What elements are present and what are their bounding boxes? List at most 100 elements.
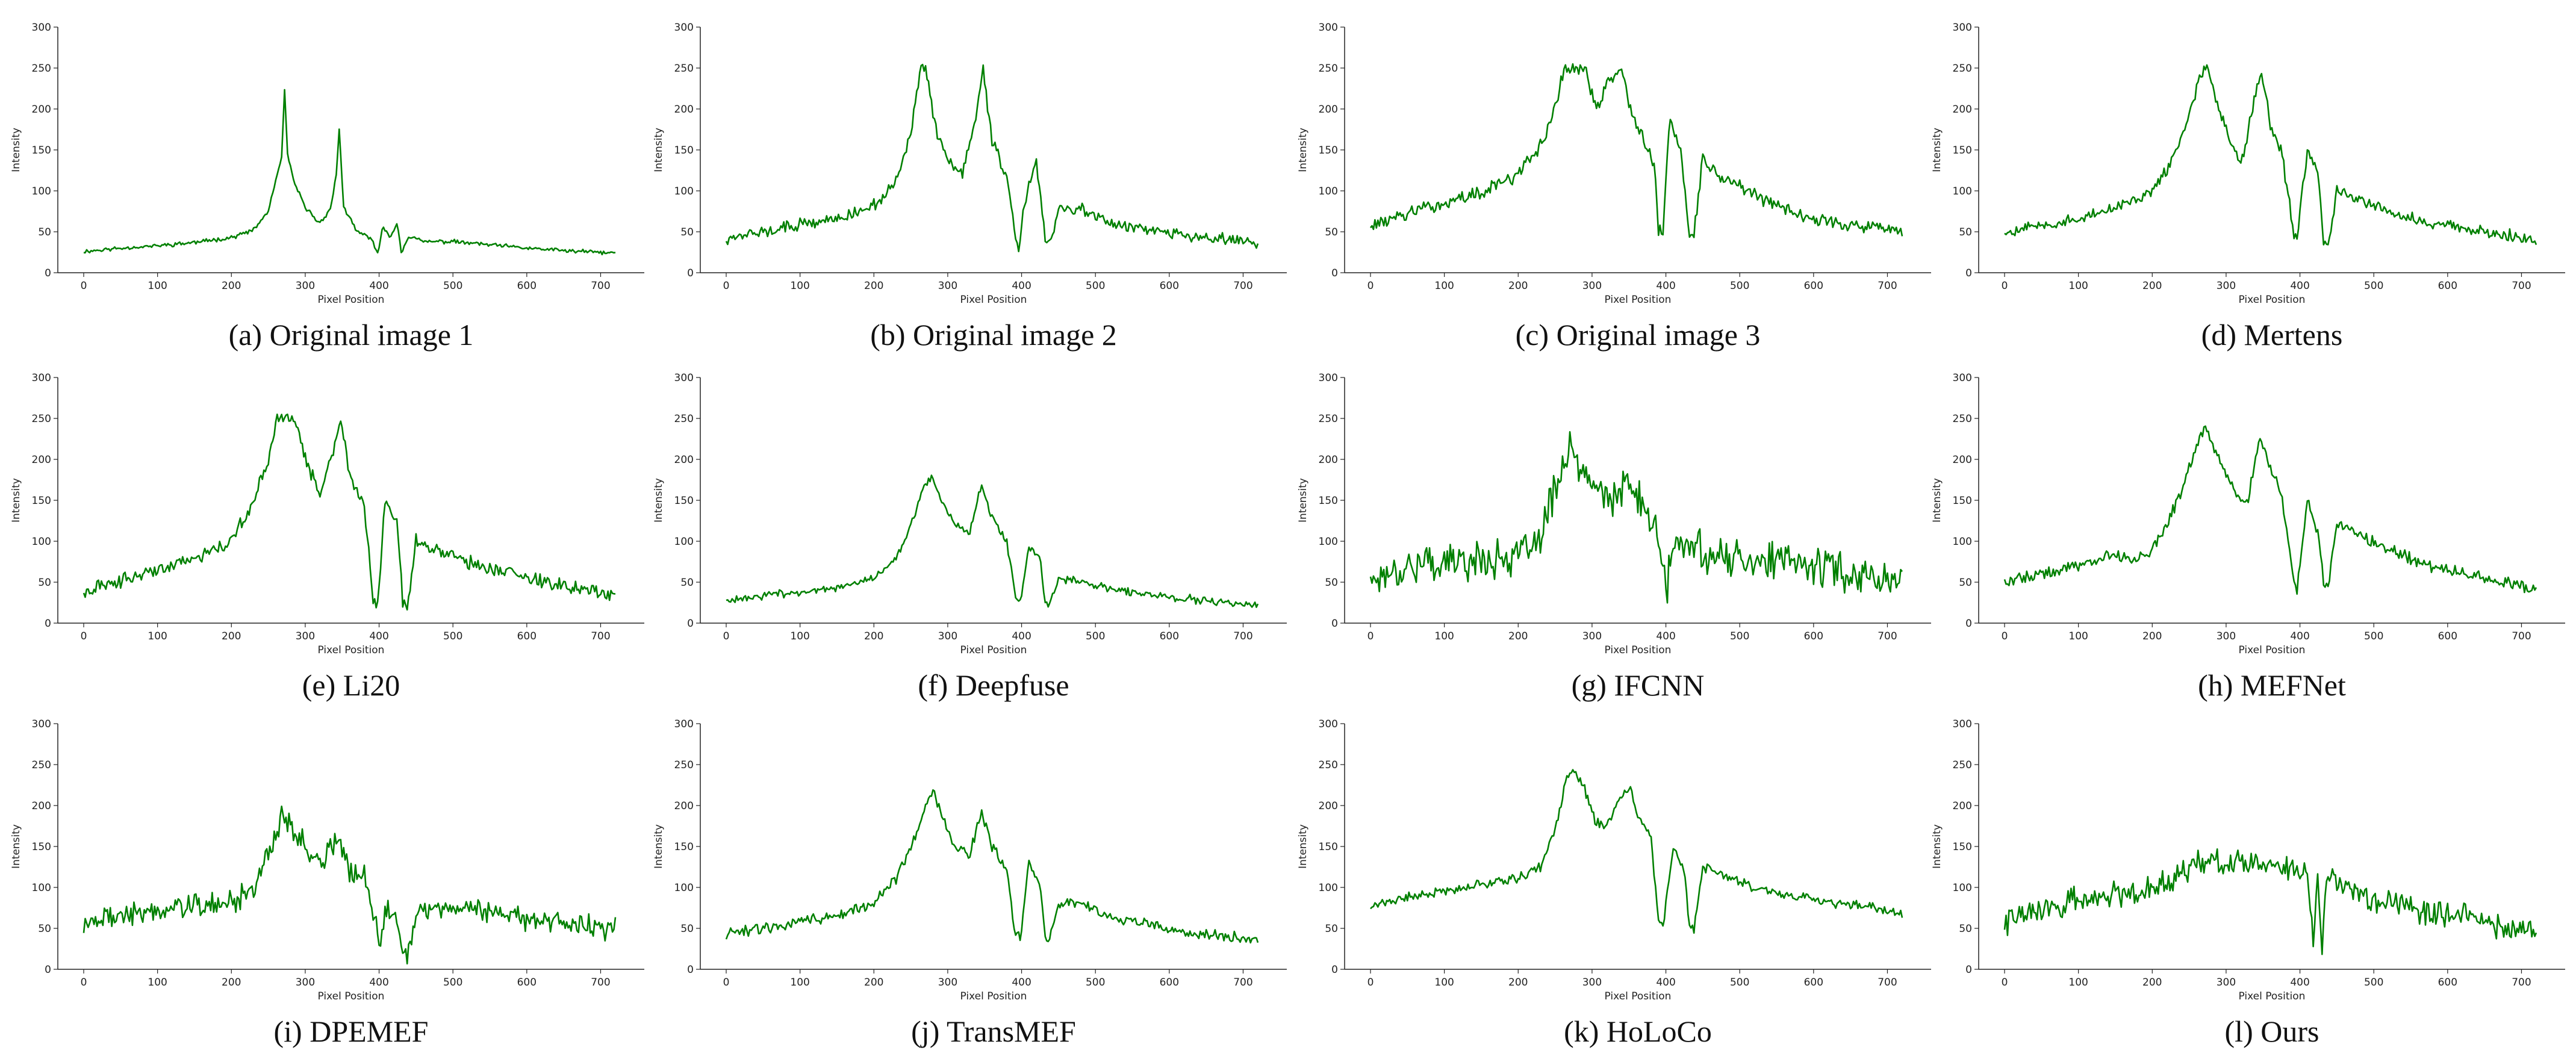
y-tick-label: 0 — [687, 267, 694, 279]
y-tick-label: 50 — [1325, 923, 1338, 935]
y-tick-label: 150 — [674, 144, 694, 157]
series-line-profile — [82, 413, 616, 611]
y-tick-label: 150 — [32, 841, 51, 853]
chart-panel-12: 0 50 100 150 200 250 300 0 100 200 300 400 500 600 700… — [1931, 718, 2565, 1048]
y-tick-label: 0 — [687, 618, 694, 630]
y-tick-label: 300 — [674, 718, 694, 730]
y-tick-label: 0 — [45, 267, 51, 279]
y-tick-label: 300 — [674, 22, 694, 34]
x-tick-label: 600 — [2438, 977, 2457, 989]
x-tick-label: 700 — [1878, 280, 1897, 292]
x-tick-label: 400 — [369, 280, 388, 292]
x-tick-label: 500 — [443, 977, 462, 989]
panel-caption: (e) Li20 — [302, 668, 400, 702]
y-tick-label: 250 — [674, 413, 694, 425]
chart-panel-7: 0 50 100 150 200 250 300 0 100 200 300 400 500 600 700… — [1297, 372, 1931, 702]
x-tick-label: 700 — [2512, 630, 2531, 642]
y-tick-label: 0 — [687, 964, 694, 976]
y-tick-label: 250 — [32, 63, 51, 75]
series-line-profile — [725, 789, 1259, 944]
x-tick-label: 300 — [2217, 630, 2236, 642]
y-tick-label: 200 — [32, 454, 51, 466]
x-tick-label: 100 — [2068, 977, 2088, 989]
panel-caption: (j) TransMEF — [911, 1014, 1076, 1048]
panel-caption: (d) Mertens — [2201, 318, 2343, 352]
x-axis-label: Pixel Position — [960, 990, 1027, 1002]
x-tick-label: 500 — [2364, 977, 2383, 989]
y-tick-label: 50 — [1959, 577, 1972, 589]
x-tick-label: 300 — [938, 280, 957, 292]
x-tick-label: 0 — [723, 977, 730, 989]
series-line-profile — [2004, 64, 2537, 246]
chart-panel-8: 0 50 100 150 200 250 300 0 100 200 300 400 500 600 700… — [1931, 372, 2565, 702]
x-tick-label: 500 — [1730, 977, 1749, 989]
y-tick-label: 100 — [1953, 185, 1972, 197]
y-tick-label: 150 — [1319, 144, 1338, 157]
y-tick-label: 200 — [674, 800, 694, 812]
y-tick-label: 200 — [32, 104, 51, 116]
x-tick-label: 300 — [1582, 630, 1602, 642]
x-tick-label: 200 — [1508, 977, 1528, 989]
y-tick-label: 250 — [32, 759, 51, 771]
y-tick-label: 0 — [1331, 964, 1338, 976]
x-axis-label: Pixel Position — [960, 644, 1027, 656]
x-tick-label: 300 — [296, 280, 315, 292]
x-tick-label: 500 — [2364, 630, 2383, 642]
y-tick-label: 50 — [1959, 923, 1972, 935]
x-tick-label: 500 — [1730, 280, 1749, 292]
y-tick-label: 0 — [45, 964, 51, 976]
y-tick-label: 50 — [38, 577, 51, 589]
x-tick-label: 200 — [2142, 977, 2162, 989]
y-tick-label: 150 — [1319, 495, 1338, 507]
y-tick-label: 300 — [1319, 22, 1338, 34]
y-tick-label: 250 — [1953, 413, 1972, 425]
y-tick-label: 100 — [32, 882, 51, 894]
x-tick-label: 0 — [81, 280, 87, 292]
y-tick-label: 100 — [1319, 185, 1338, 197]
y-axis-label: Intensity — [653, 128, 665, 172]
y-tick-label: 100 — [1319, 536, 1338, 548]
y-tick-label: 200 — [1953, 104, 1972, 116]
y-axis-label: Intensity — [1931, 128, 1943, 172]
chart-panel-11: 0 50 100 150 200 250 300 0 100 200 300 400 500 600 700… — [1297, 718, 1931, 1048]
y-tick-label: 250 — [32, 413, 51, 425]
x-tick-label: 0 — [2002, 630, 2008, 642]
x-tick-label: 200 — [2142, 280, 2162, 292]
y-axis-label: Intensity — [1931, 824, 1943, 869]
x-tick-label: 500 — [1730, 630, 1749, 642]
x-tick-label: 300 — [2217, 977, 2236, 989]
y-tick-label: 250 — [1319, 413, 1338, 425]
y-tick-label: 300 — [1319, 718, 1338, 730]
x-tick-label: 200 — [864, 977, 883, 989]
x-axis-label: Pixel Position — [318, 990, 385, 1002]
y-tick-label: 150 — [674, 841, 694, 853]
x-tick-label: 400 — [2290, 977, 2309, 989]
x-tick-label: 500 — [443, 280, 462, 292]
y-tick-label: 250 — [1319, 759, 1338, 771]
series-line-profile — [2003, 848, 2537, 955]
y-tick-label: 100 — [1953, 882, 1972, 894]
chart-panel-6: 0 50 100 150 200 250 300 0 100 200 300 400 500 600 700… — [653, 372, 1287, 702]
x-tick-label: 200 — [1508, 630, 1528, 642]
x-tick-label: 700 — [2512, 280, 2531, 292]
y-tick-label: 200 — [1319, 454, 1338, 466]
x-tick-label: 0 — [1367, 280, 1374, 292]
x-tick-label: 0 — [81, 977, 87, 989]
x-tick-label: 200 — [864, 630, 883, 642]
x-tick-label: 600 — [1160, 630, 1179, 642]
y-tick-label: 100 — [674, 536, 694, 548]
y-tick-label: 50 — [1959, 226, 1972, 238]
x-tick-label: 200 — [222, 977, 241, 989]
y-tick-label: 150 — [32, 144, 51, 157]
y-tick-label: 250 — [1953, 759, 1972, 771]
series-line-profile — [82, 806, 617, 964]
x-tick-label: 0 — [1367, 977, 1374, 989]
series-line-profile — [2003, 425, 2537, 595]
x-tick-label: 400 — [1656, 630, 1675, 642]
y-tick-label: 100 — [1319, 882, 1338, 894]
x-tick-label: 100 — [2068, 630, 2088, 642]
x-tick-label: 0 — [1367, 630, 1374, 642]
x-tick-label: 700 — [1233, 280, 1252, 292]
panel-caption: (f) Deepfuse — [918, 668, 1069, 702]
y-axis-label: Intensity — [1297, 128, 1309, 172]
